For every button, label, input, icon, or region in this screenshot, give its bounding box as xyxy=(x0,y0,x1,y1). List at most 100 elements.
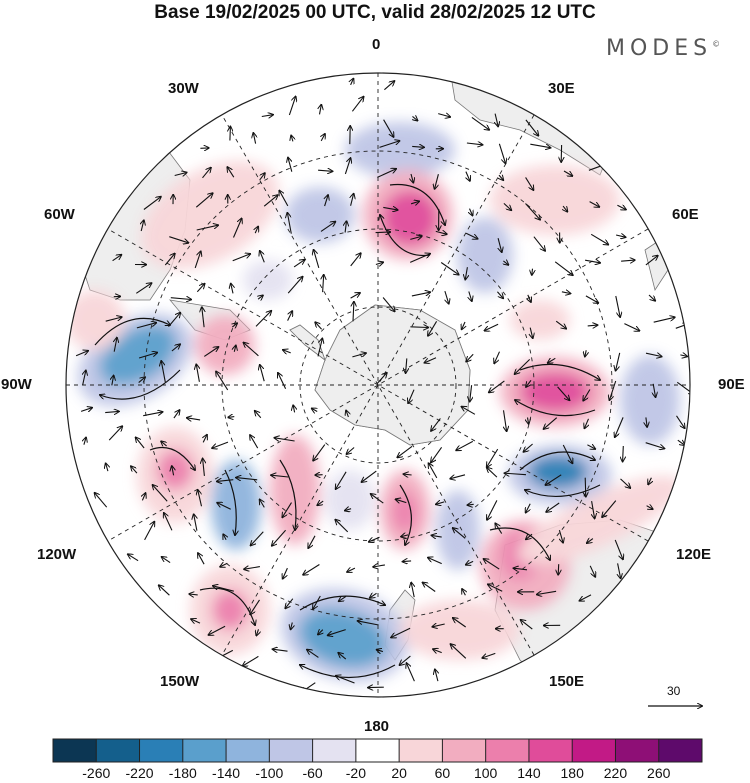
colorbar-swatch xyxy=(139,739,184,762)
wind-vector xyxy=(285,598,294,609)
colorbar-swatch xyxy=(53,739,97,762)
wind-vector xyxy=(590,233,608,244)
colorbar-swatch xyxy=(312,739,357,762)
wind-vector xyxy=(358,621,379,626)
wind-vector xyxy=(676,415,685,428)
wind-vector xyxy=(383,119,394,137)
lon-label-60w: 60W xyxy=(44,206,75,223)
wind-vector xyxy=(191,619,201,623)
wind-vector xyxy=(373,565,385,567)
lon-label-120w: 120W xyxy=(37,546,77,563)
wind-vector xyxy=(377,650,384,652)
wind-vector xyxy=(526,503,531,513)
wind-vector xyxy=(487,468,498,478)
wind-vector xyxy=(236,478,258,480)
wind-vector xyxy=(234,346,236,352)
colorbar-swatch xyxy=(442,739,487,762)
wind-vector xyxy=(278,373,287,390)
wind-vector xyxy=(282,502,292,518)
lon-label-150e: 150E xyxy=(549,673,585,690)
wind-vector xyxy=(495,113,498,127)
wind-vector xyxy=(563,205,567,212)
wind-vector xyxy=(317,501,324,505)
wind-vector xyxy=(106,464,108,472)
colorbar-tick-label: -260 xyxy=(82,765,111,781)
wind-vector xyxy=(293,405,294,413)
wind-vector xyxy=(194,514,197,531)
wind-vector xyxy=(561,292,570,294)
wind-vector xyxy=(680,355,687,357)
wind-vector xyxy=(320,105,322,115)
wind-vector xyxy=(456,440,474,450)
wind-vector xyxy=(196,225,218,231)
wind-vector xyxy=(251,531,264,546)
wind-vector xyxy=(435,174,439,189)
wind-vector xyxy=(462,321,465,329)
brand-logo: MODES© xyxy=(606,36,721,61)
wind-vector xyxy=(558,564,559,574)
lon-label-90e: 90E xyxy=(718,376,745,393)
wind-vector xyxy=(131,466,138,474)
wind-vector xyxy=(144,522,155,541)
wind-vector xyxy=(375,262,383,264)
lon-label-60e: 60E xyxy=(672,206,699,223)
wind-vector xyxy=(217,480,234,482)
wind-vector xyxy=(485,323,499,330)
colorbar-tick-label: 20 xyxy=(391,765,407,781)
wind-vector xyxy=(648,477,651,485)
wind-vector xyxy=(484,559,500,570)
wind-vector xyxy=(370,593,377,598)
colorbar-tick-label: 140 xyxy=(517,765,541,781)
wind-vector xyxy=(362,470,377,482)
wind-vector xyxy=(616,352,621,371)
wind-vector xyxy=(258,295,263,299)
wind-vector xyxy=(489,380,505,393)
wind-vector xyxy=(440,262,458,275)
wind-vector xyxy=(391,627,411,637)
wind-vector xyxy=(587,539,594,543)
wind-vector xyxy=(260,365,265,382)
wind-vector xyxy=(533,236,545,251)
wind-vector xyxy=(396,499,407,502)
wind-vector xyxy=(429,463,438,479)
wind-vector xyxy=(203,347,218,357)
wind-vector xyxy=(407,663,415,682)
wind-vector xyxy=(400,655,411,665)
wind-vector xyxy=(317,339,322,357)
wind-vector xyxy=(287,311,293,321)
wind-vector xyxy=(559,529,563,542)
wind-vector xyxy=(313,444,326,461)
wind-vector xyxy=(562,444,572,463)
wind-vector xyxy=(279,191,289,207)
wind-vector xyxy=(105,411,119,412)
wind-vector xyxy=(164,254,174,266)
colorbar-swatch xyxy=(226,739,270,762)
wind-vector xyxy=(525,203,541,220)
map-title: Base 19/02/2025 00 UTC, valid 28/02/2025… xyxy=(154,2,596,23)
wind-vector xyxy=(169,236,188,243)
wind-vector xyxy=(95,493,108,508)
wind-vector xyxy=(411,583,414,598)
wind-vector xyxy=(645,442,665,449)
wind-vector xyxy=(466,561,474,564)
wind-vector xyxy=(496,291,503,299)
wind-vector xyxy=(410,201,419,203)
wind-vector xyxy=(411,292,430,297)
wind-vector xyxy=(499,175,503,180)
reference-vector-label: 30 xyxy=(667,684,681,698)
colorbar-tick-label: 180 xyxy=(560,765,584,781)
wind-vector xyxy=(515,359,531,374)
wind-vector xyxy=(223,534,226,539)
colorbar-tick-label: -60 xyxy=(302,765,323,781)
wind-vector xyxy=(230,127,231,141)
wind-vector xyxy=(352,353,366,358)
wind-vector xyxy=(432,535,442,537)
wind-vector xyxy=(428,321,438,335)
wind-vector xyxy=(273,649,288,651)
wind-vector xyxy=(243,655,259,666)
wind-vector xyxy=(350,293,360,299)
wind-vector xyxy=(271,475,289,477)
lon-label-120e: 120E xyxy=(676,546,712,563)
wind-vector xyxy=(320,222,335,232)
wind-vector xyxy=(259,173,265,181)
